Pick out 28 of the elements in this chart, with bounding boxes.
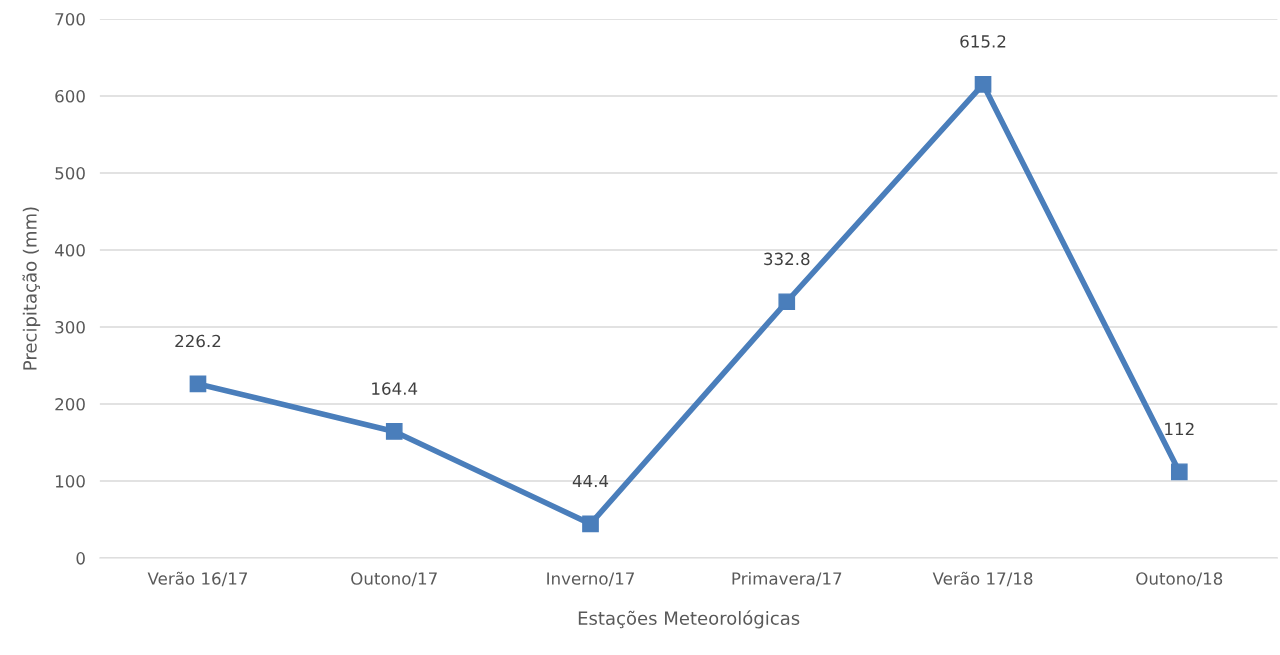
point [974, 75, 992, 93]
data-label: 44.4 [572, 474, 609, 488]
data-label: 226.2 [175, 334, 221, 348]
y-tick-label: 600 [55, 89, 85, 103]
x-tick-label: Outono/17 [351, 572, 437, 587]
x-tick-label: Primavera/17 [732, 571, 842, 587]
point [189, 375, 207, 393]
x-tick-label: Outono/18 [1136, 572, 1223, 587]
y-axis-title: Precipitação (mm) [22, 207, 41, 370]
y-tick-label: 200 [55, 398, 85, 411]
y-tick-label: 100 [55, 475, 85, 488]
data-label: 164.4 [372, 382, 418, 395]
point [385, 423, 403, 440]
x-tick-label: Verão 16/17 [147, 571, 248, 587]
x-axis-title: Estações Meteorológicas [578, 610, 800, 629]
x-tick-label: Inverno/17 [547, 572, 634, 587]
y-tick-label: 0 [76, 552, 85, 565]
y-tick-label: 400 [54, 243, 85, 257]
x-tick-label: Verão 17/18 [932, 571, 1033, 587]
data-label: 332.8 [764, 252, 810, 266]
data-label: 615.2 [960, 35, 1006, 48]
data-label: 112 [1165, 422, 1194, 436]
point [1170, 463, 1188, 481]
y-tick-label: 700 [55, 12, 85, 26]
y-tick-label: 500 [55, 166, 85, 180]
point [778, 293, 796, 311]
point [582, 515, 599, 533]
y-tick-label: 300 [55, 320, 85, 334]
